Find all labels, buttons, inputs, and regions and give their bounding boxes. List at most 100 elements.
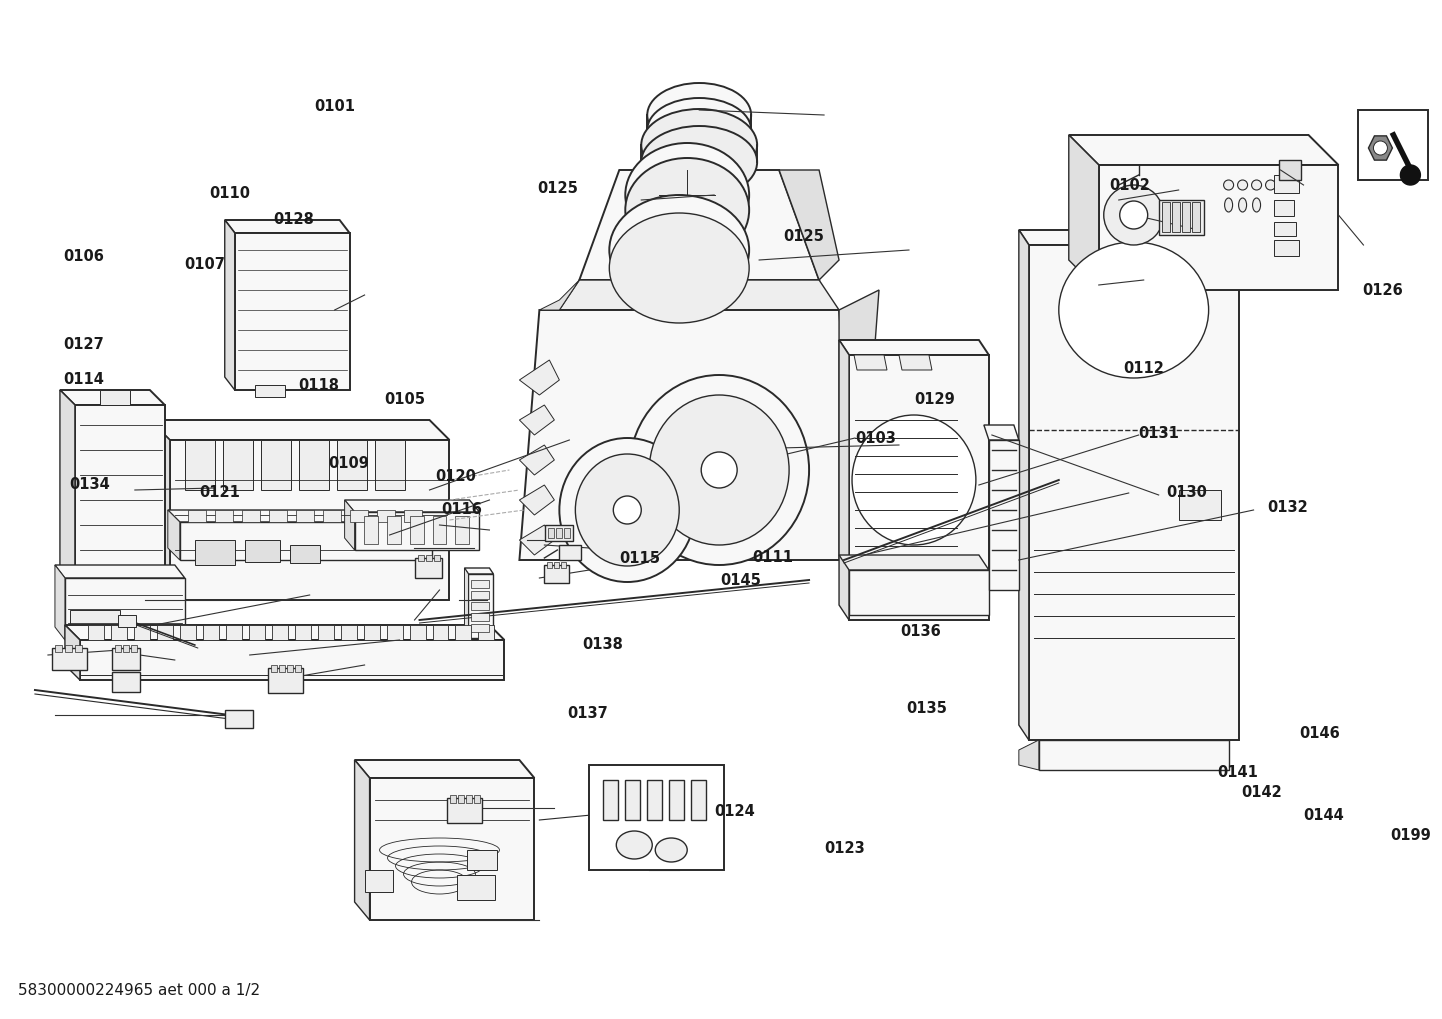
Text: 0126: 0126 — [1363, 283, 1403, 298]
Bar — [459, 795, 464, 803]
Bar — [115, 645, 121, 652]
Polygon shape — [170, 440, 450, 600]
Polygon shape — [559, 280, 839, 310]
Bar — [472, 624, 489, 632]
Polygon shape — [519, 485, 554, 515]
Text: 0137: 0137 — [568, 706, 609, 720]
Bar — [131, 645, 137, 652]
Polygon shape — [79, 640, 505, 680]
Polygon shape — [55, 565, 65, 640]
Bar — [447, 798, 483, 823]
Bar — [336, 440, 366, 490]
Polygon shape — [225, 220, 349, 233]
Bar — [65, 645, 72, 652]
Bar — [626, 780, 640, 820]
Bar — [1191, 202, 1200, 232]
Bar — [323, 510, 340, 522]
Bar — [290, 545, 320, 564]
Polygon shape — [1069, 135, 1099, 290]
Polygon shape — [167, 510, 431, 522]
Ellipse shape — [1239, 198, 1246, 212]
Polygon shape — [839, 340, 989, 355]
Ellipse shape — [1237, 180, 1247, 190]
Bar — [157, 625, 173, 640]
Bar — [1273, 240, 1299, 256]
Polygon shape — [839, 290, 880, 560]
Ellipse shape — [647, 98, 751, 162]
Polygon shape — [849, 570, 989, 615]
Ellipse shape — [655, 838, 688, 862]
Polygon shape — [849, 355, 989, 620]
Ellipse shape — [613, 496, 642, 524]
Polygon shape — [75, 405, 164, 590]
Ellipse shape — [1400, 165, 1420, 185]
Text: 0131: 0131 — [1138, 426, 1178, 440]
Polygon shape — [539, 280, 580, 310]
Ellipse shape — [1058, 242, 1208, 378]
Bar — [1178, 490, 1220, 520]
Bar — [554, 562, 559, 568]
Bar — [123, 645, 128, 652]
Polygon shape — [150, 420, 450, 440]
Bar — [375, 440, 405, 490]
Bar — [294, 665, 301, 672]
Bar — [75, 645, 82, 652]
Polygon shape — [519, 445, 554, 475]
Text: 0146: 0146 — [1299, 727, 1340, 741]
Bar — [456, 625, 472, 640]
Bar — [545, 565, 570, 583]
Bar — [410, 625, 425, 640]
Polygon shape — [519, 525, 554, 555]
Bar — [474, 795, 480, 803]
Text: 0105: 0105 — [385, 392, 425, 407]
Bar — [1162, 202, 1169, 232]
Text: 0132: 0132 — [1268, 500, 1308, 515]
Polygon shape — [55, 565, 185, 578]
Bar — [88, 625, 104, 640]
Ellipse shape — [616, 832, 652, 859]
Bar — [1181, 202, 1190, 232]
Polygon shape — [519, 405, 554, 435]
Bar — [294, 625, 310, 640]
Text: 0114: 0114 — [63, 372, 104, 386]
Polygon shape — [464, 568, 469, 638]
Ellipse shape — [610, 195, 750, 305]
Polygon shape — [355, 760, 535, 777]
Bar — [1172, 202, 1180, 232]
Bar — [647, 780, 662, 820]
Bar — [180, 625, 196, 640]
Bar — [242, 510, 260, 522]
Bar — [296, 510, 314, 522]
Bar — [1273, 175, 1299, 193]
Bar — [225, 710, 252, 728]
Bar — [112, 648, 140, 671]
Polygon shape — [854, 355, 887, 370]
Ellipse shape — [642, 126, 757, 198]
Bar — [559, 545, 581, 560]
Polygon shape — [167, 510, 180, 560]
Bar — [433, 516, 447, 544]
Bar — [603, 780, 619, 820]
Ellipse shape — [1224, 198, 1233, 212]
Bar — [268, 510, 287, 522]
Text: 0136: 0136 — [900, 625, 942, 639]
Bar — [434, 555, 440, 561]
Bar — [386, 516, 401, 544]
Text: 0121: 0121 — [199, 485, 239, 499]
Ellipse shape — [626, 158, 750, 262]
Bar — [365, 870, 392, 892]
Bar — [111, 625, 127, 640]
Bar — [134, 625, 150, 640]
Bar — [561, 562, 567, 568]
Bar — [1279, 160, 1301, 180]
Text: 0138: 0138 — [583, 637, 623, 651]
Text: 0141: 0141 — [1217, 765, 1257, 780]
Text: 0101: 0101 — [314, 100, 355, 114]
Text: 0110: 0110 — [209, 186, 249, 201]
Bar — [376, 510, 395, 522]
Ellipse shape — [626, 143, 750, 247]
Text: 0111: 0111 — [751, 550, 793, 565]
Polygon shape — [1019, 230, 1239, 245]
Text: 0142: 0142 — [1242, 786, 1282, 800]
Polygon shape — [1368, 136, 1393, 160]
